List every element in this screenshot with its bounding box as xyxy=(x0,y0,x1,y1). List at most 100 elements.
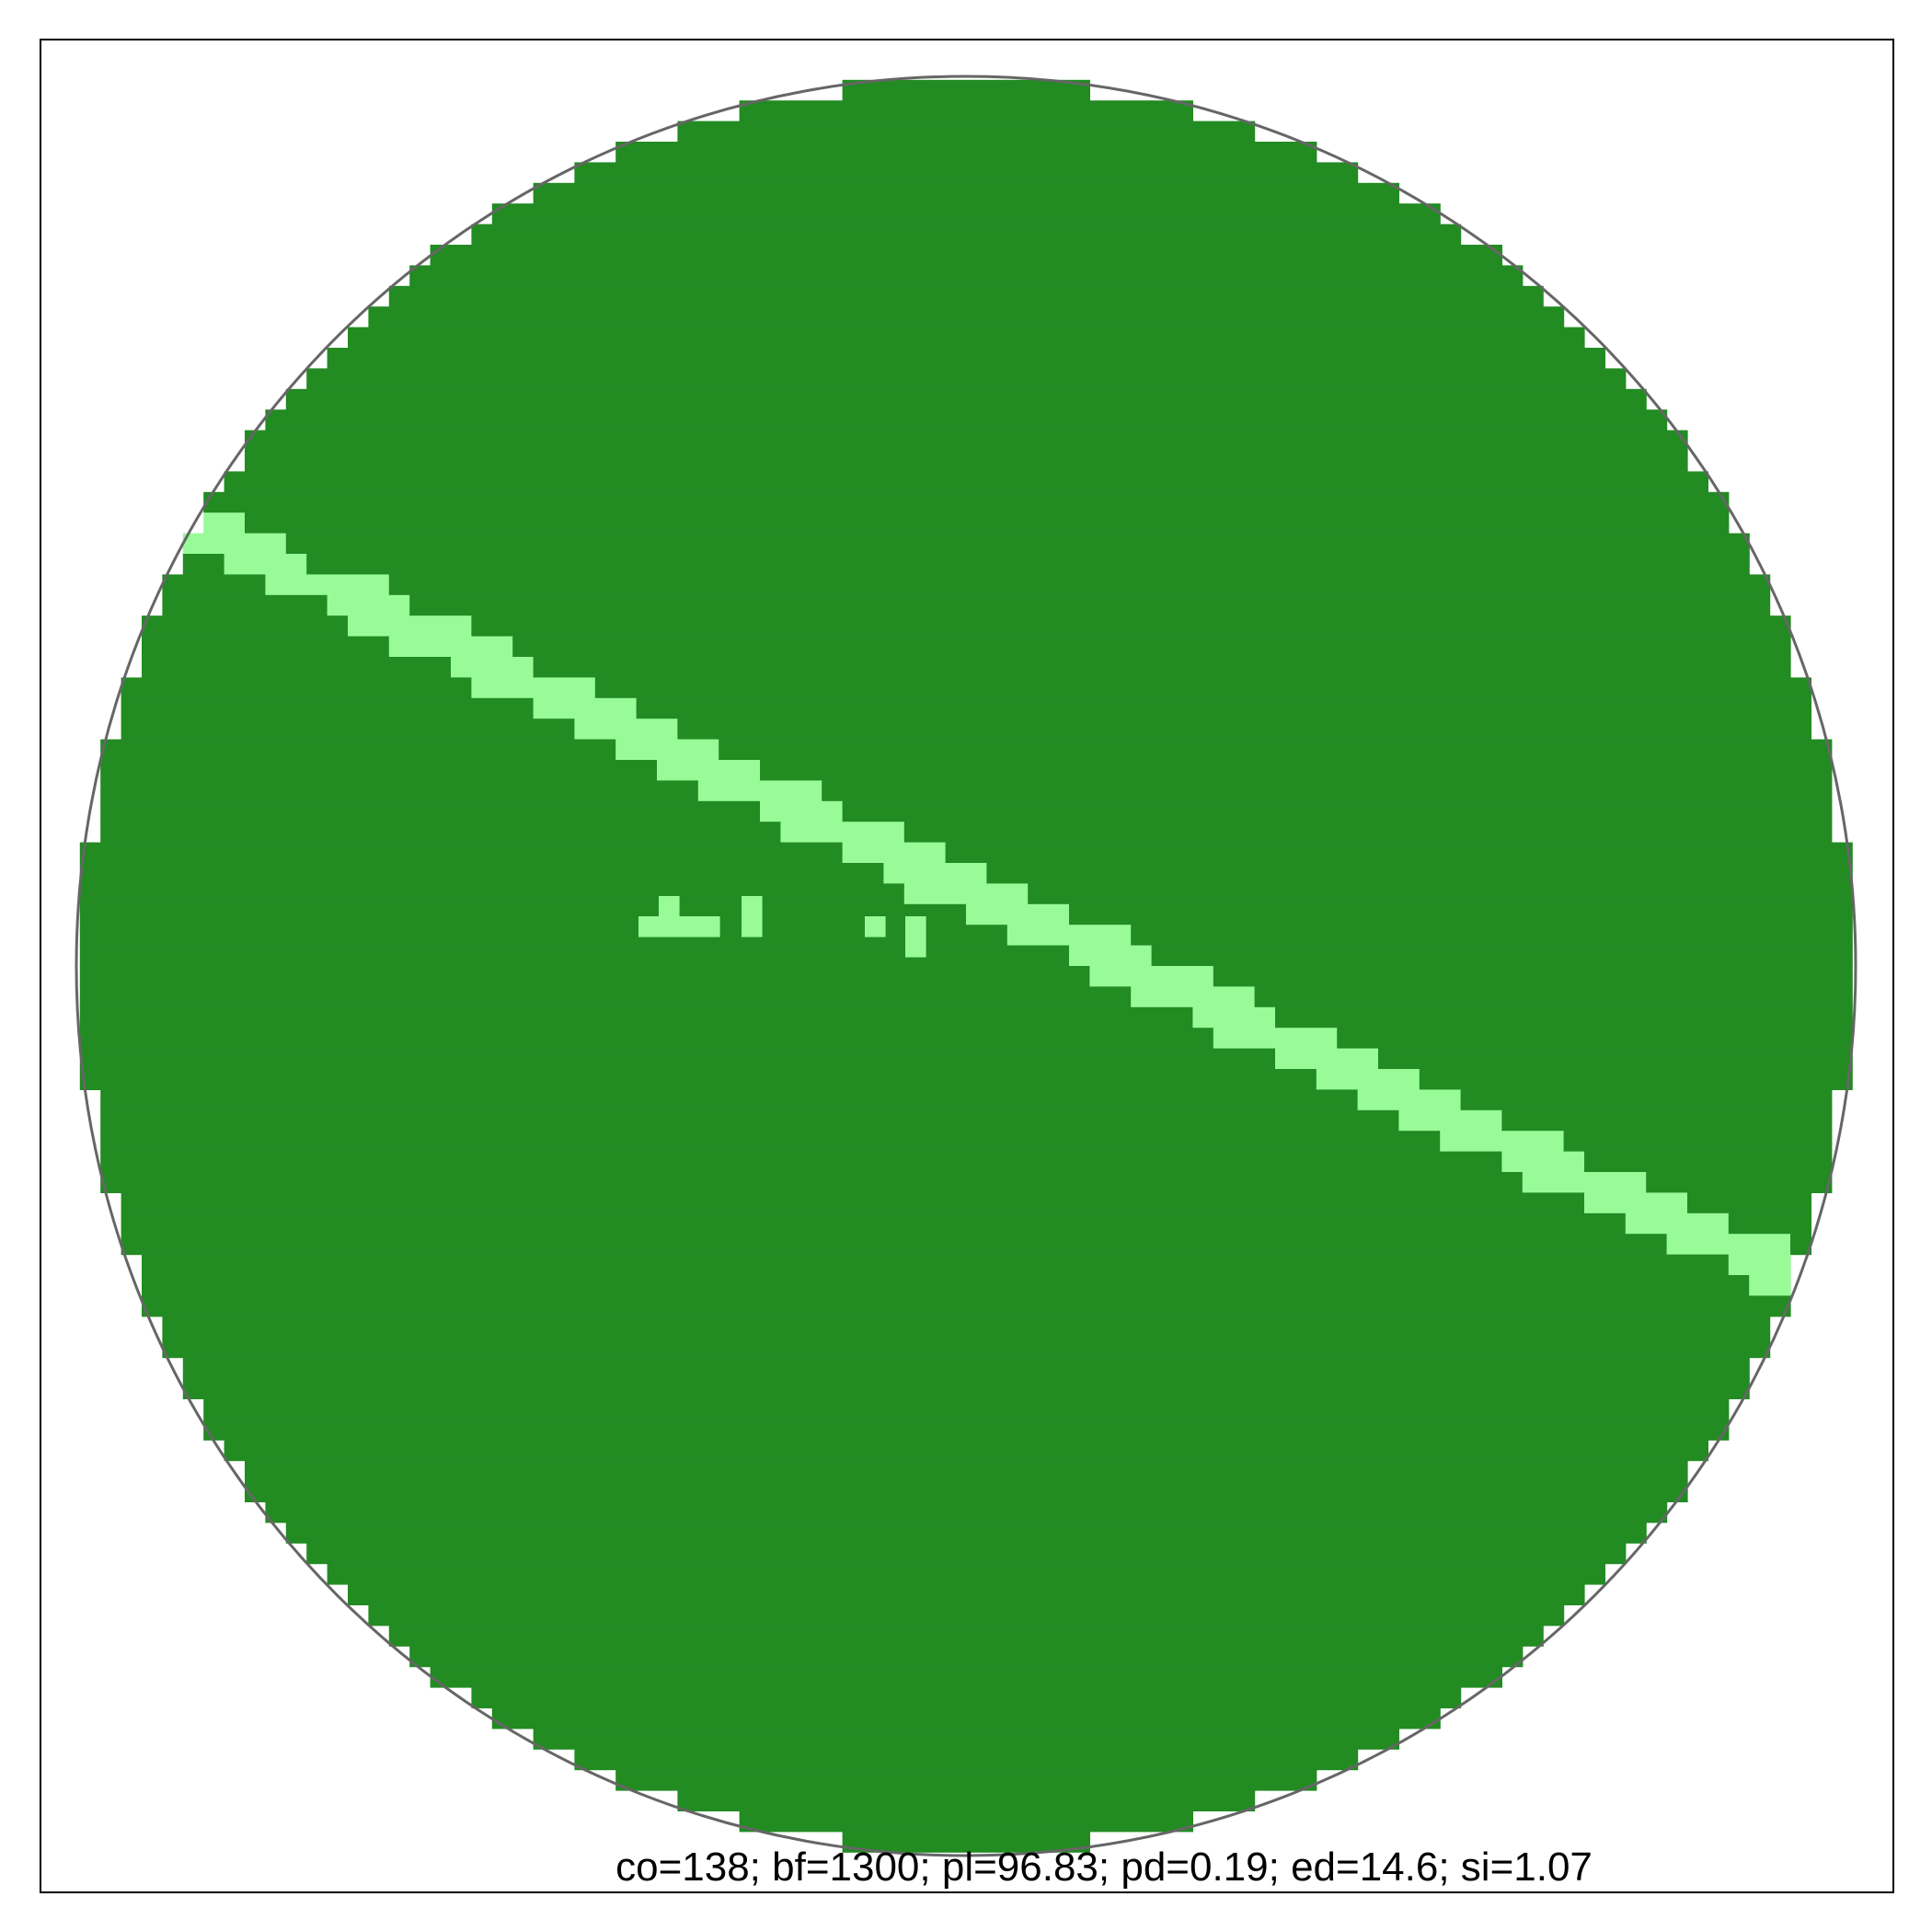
forest-cells xyxy=(1790,1234,1811,1256)
clearing-cells xyxy=(697,780,822,802)
clearing-fragment xyxy=(659,916,720,937)
clearing-cells xyxy=(1006,925,1132,947)
forest-cells xyxy=(182,1378,1750,1399)
forest-cells xyxy=(327,348,1606,369)
forest-cells xyxy=(245,1481,1688,1502)
forest-cells xyxy=(368,306,1565,328)
forest-cells xyxy=(100,1131,1441,1153)
forest-cells xyxy=(306,1543,1627,1565)
forest-cells xyxy=(79,1048,1276,1070)
forest-cells xyxy=(285,388,1647,410)
clearing-cells xyxy=(533,697,638,719)
forest-cells xyxy=(388,574,1771,596)
clearing-cells xyxy=(842,842,947,864)
forest-cells xyxy=(306,554,1750,575)
circle-outline xyxy=(75,75,1857,1857)
forest-cells xyxy=(142,615,349,638)
forest-cells xyxy=(1028,883,1853,905)
forest-cells xyxy=(100,1172,1524,1193)
forest-cells xyxy=(224,471,1709,493)
forest-cells xyxy=(1131,925,1853,947)
clearing-cells xyxy=(388,636,513,658)
forest-cells xyxy=(677,718,1811,741)
clearing-cells xyxy=(1398,1109,1502,1132)
clearing-cells xyxy=(1728,1254,1791,1276)
forest-cells xyxy=(903,822,1833,844)
forest-cells xyxy=(245,430,1688,452)
raster-layer xyxy=(79,79,1853,1853)
forest-cells xyxy=(1378,1048,1853,1070)
clearing-cells xyxy=(224,554,307,575)
forest-cells xyxy=(760,760,1833,781)
forest-cells xyxy=(285,1522,1647,1544)
forest-cells xyxy=(245,1460,1688,1482)
forest-cells xyxy=(162,574,266,596)
clearing-cells xyxy=(657,760,761,781)
clearing-cells xyxy=(327,594,410,616)
forest-cells xyxy=(1728,1213,1811,1235)
forest-cells xyxy=(100,1151,1503,1173)
forest-cells xyxy=(79,883,905,905)
clearing-cells xyxy=(1131,986,1256,1008)
clearing-cells xyxy=(1089,966,1214,987)
forest-cells xyxy=(285,533,1750,555)
clearing-cells xyxy=(451,657,535,678)
forest-cells xyxy=(79,1028,1214,1050)
clearing-cells xyxy=(1749,1275,1791,1296)
clearing-cells xyxy=(966,903,1070,925)
forest-cells xyxy=(142,636,390,658)
forest-cells xyxy=(491,1707,1441,1730)
forest-cells xyxy=(739,1810,1193,1833)
forest-cells xyxy=(368,1604,1565,1626)
clearing-cells xyxy=(760,800,844,822)
plot-frame xyxy=(40,39,1894,1893)
forest-cells xyxy=(1254,986,1853,1008)
clearing-cells xyxy=(265,574,390,596)
forest-cells xyxy=(121,718,575,741)
clearing-cells xyxy=(1522,1172,1647,1193)
clearing-cells xyxy=(1357,1089,1462,1111)
forest-cells xyxy=(677,1790,1256,1811)
forest-cells xyxy=(615,142,1317,163)
clearing-cells xyxy=(1584,1192,1688,1214)
forest-cells xyxy=(574,1749,1359,1771)
forest-cells xyxy=(121,1213,1627,1235)
forest-cells xyxy=(409,265,1524,287)
forest-cells xyxy=(348,1584,1585,1605)
forest-cells xyxy=(1687,1192,1811,1214)
clearing-cells xyxy=(1501,1151,1585,1173)
forest-cells xyxy=(409,1646,1524,1668)
clearing-cells xyxy=(203,512,246,534)
forest-cells xyxy=(79,903,967,925)
forest-cells xyxy=(142,1295,1791,1317)
forest-cells xyxy=(945,842,1853,864)
clearing-cells xyxy=(1275,1048,1379,1070)
forest-cells xyxy=(615,1769,1317,1791)
forest-cells xyxy=(1501,1109,1833,1132)
forest-cells xyxy=(348,327,1585,349)
forest-cells xyxy=(203,1398,1730,1420)
forest-cells xyxy=(142,1254,1730,1276)
forest-cells xyxy=(719,739,1833,761)
forest-cells xyxy=(471,1687,1462,1708)
forest-cells xyxy=(100,780,699,802)
forest-cells xyxy=(265,409,1668,431)
forest-cells xyxy=(388,285,1544,307)
stats-label: co=138; bf=1300; pl=96.83; pd=0.19; ed=1… xyxy=(615,1845,1593,1890)
forest-cells xyxy=(1646,1172,1833,1193)
forest-cells xyxy=(1069,903,1853,925)
forest-cells xyxy=(1563,1131,1833,1153)
clearing-cells xyxy=(471,677,596,699)
forest-cells xyxy=(162,1316,1771,1338)
forest-cells xyxy=(79,966,1090,987)
forest-cells xyxy=(121,677,472,699)
clearing-cells xyxy=(1192,1006,1276,1029)
forest-cells xyxy=(842,800,1833,822)
forest-cells xyxy=(533,657,1791,678)
forest-cells xyxy=(100,1089,1359,1111)
forest-cells xyxy=(203,1419,1730,1441)
forest-cells xyxy=(822,780,1833,802)
forest-cells xyxy=(739,100,1193,122)
forest-cells xyxy=(79,842,844,864)
